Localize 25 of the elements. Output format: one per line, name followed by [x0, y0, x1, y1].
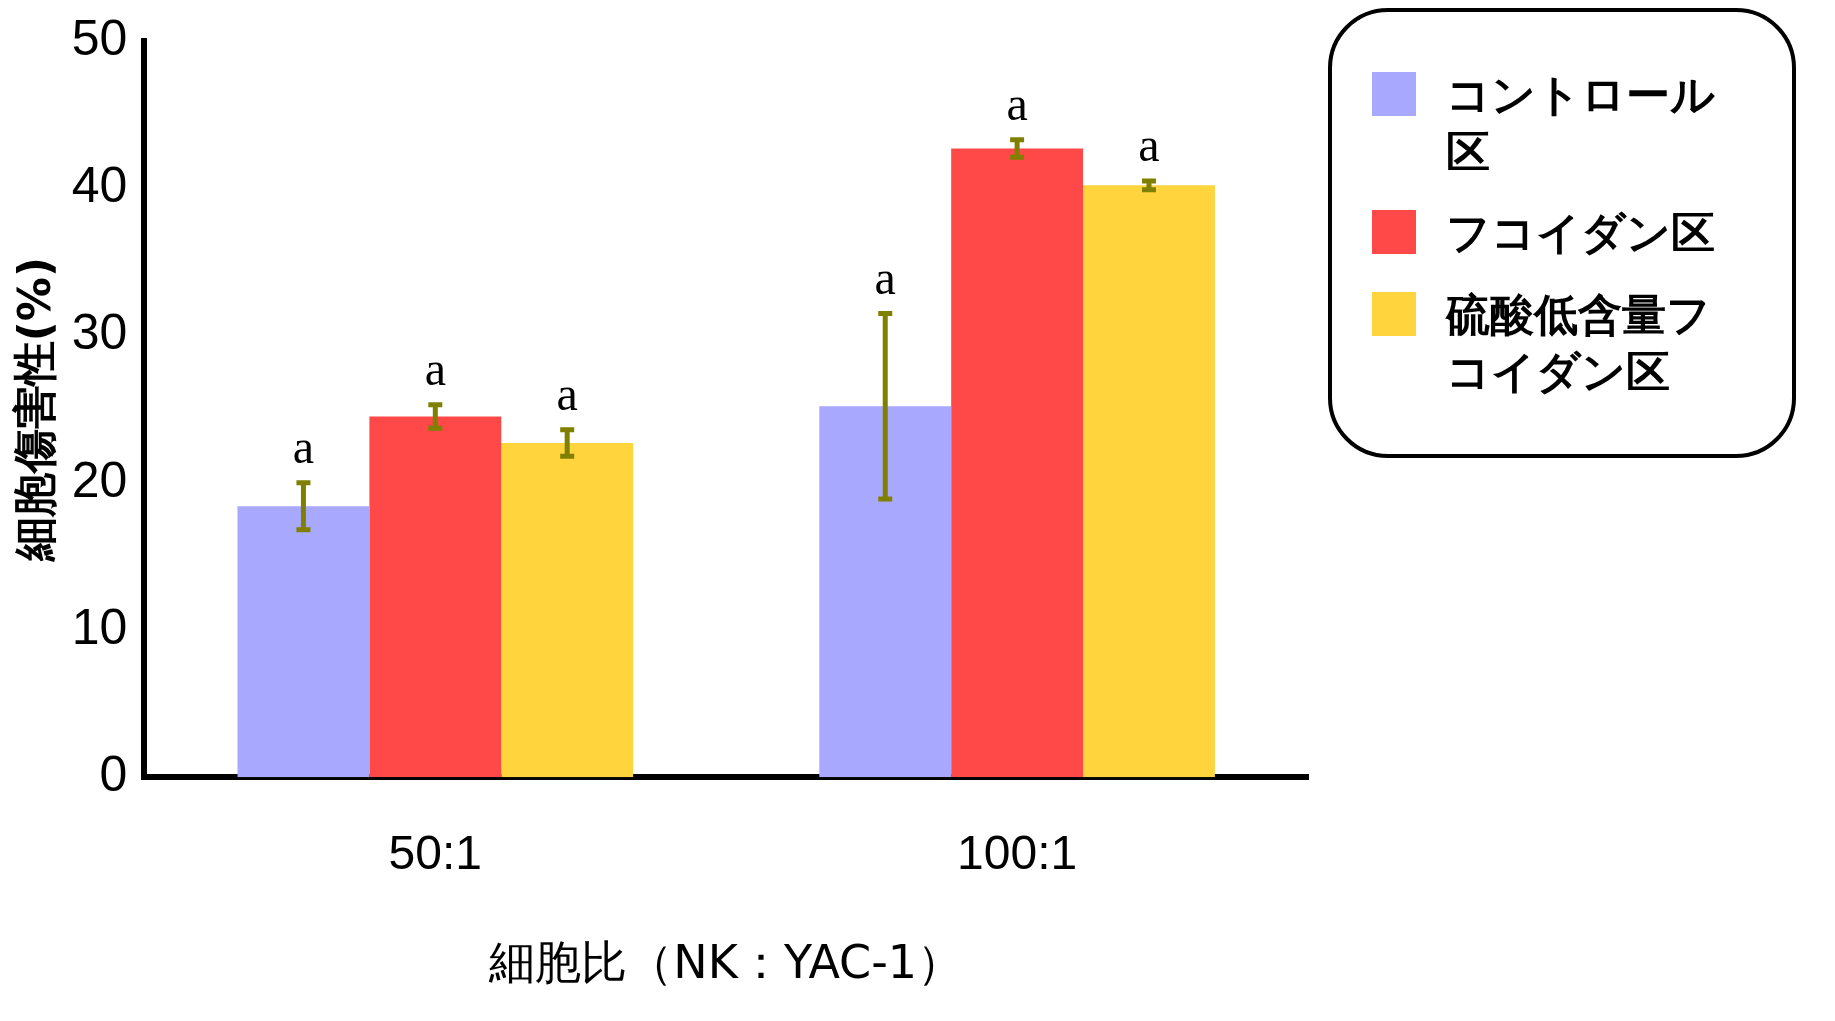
bar	[1083, 185, 1215, 778]
y-tick-label: 0	[99, 745, 128, 802]
x-tick-label: 100:1	[957, 826, 1078, 880]
bar	[819, 406, 952, 778]
legend-label: コントロール区	[1446, 68, 1716, 180]
data-label: a	[292, 420, 315, 474]
y-axis-title: 細胞傷害性(%)	[8, 256, 60, 564]
bar	[501, 442, 634, 778]
y-tick-label: 20	[71, 451, 128, 508]
data-label: a	[556, 367, 578, 421]
x-tick-label: 50:1	[388, 826, 483, 880]
data-label: a	[1138, 118, 1160, 172]
bar	[369, 416, 502, 778]
y-tick-label: 30	[71, 304, 128, 361]
data-label: a	[874, 251, 896, 304]
data-label: a	[424, 342, 446, 396]
legend-label: 硫酸低含量フコイダン区	[1446, 287, 1712, 399]
data-label: a	[1006, 77, 1028, 131]
y-tick-label: 40	[71, 157, 128, 214]
bar	[237, 506, 370, 778]
y-tick-label: 10	[71, 598, 128, 655]
legend-label: フコイダン区	[1446, 206, 1715, 261]
y-tick-label: 50	[71, 9, 128, 66]
bar	[951, 148, 1084, 778]
x-axis-title: 細胞比（NK：YAC-1）	[488, 935, 964, 990]
